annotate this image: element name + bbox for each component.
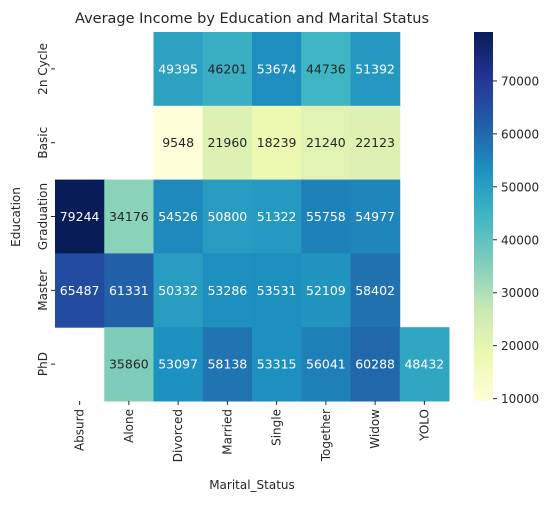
y-tick-label: 2n Cycle bbox=[36, 43, 50, 95]
colorbar bbox=[474, 32, 493, 401]
x-tick-label: Alone bbox=[122, 409, 136, 443]
cell-value-label: 22123 bbox=[355, 135, 395, 150]
x-tick-labels: Absurd Alone Divorced Married Single Together… bbox=[73, 401, 431, 462]
heatmap-cell bbox=[252, 253, 302, 328]
heatmap-cell bbox=[399, 327, 450, 402]
heatmap-cell bbox=[202, 327, 253, 402]
cell-value-label: 61331 bbox=[109, 283, 149, 298]
heatmap-cell bbox=[153, 179, 204, 254]
x-tick-label: YOLO bbox=[417, 409, 431, 442]
colorbar-tick-label: 20000 bbox=[501, 339, 539, 353]
colorbar-tick-label: 70000 bbox=[501, 74, 539, 88]
heatmap-cell bbox=[153, 327, 204, 402]
x-tick-label: Divorced bbox=[171, 409, 185, 462]
heatmap-cell bbox=[301, 105, 351, 181]
cell-value-label: 52109 bbox=[306, 283, 346, 298]
cell-value-label: 21240 bbox=[306, 135, 346, 150]
y-tick-label: Graduation bbox=[36, 183, 50, 250]
cell-value-label: 53674 bbox=[257, 61, 297, 76]
cell-value-label: 51322 bbox=[257, 209, 297, 224]
heatmap-cell bbox=[104, 179, 154, 254]
cell-value-label: 53531 bbox=[257, 283, 297, 298]
heatmap-cell bbox=[252, 179, 302, 254]
cell-value-label: 58402 bbox=[355, 283, 395, 298]
heatmap-cell bbox=[153, 253, 204, 328]
y-axis-label: Education bbox=[9, 187, 23, 247]
heatmap-cell bbox=[252, 32, 302, 107]
cell-value-label: 54977 bbox=[355, 209, 395, 224]
cell-value-label: 58138 bbox=[207, 357, 247, 372]
x-tick-label: Together bbox=[319, 409, 333, 462]
y-tick-label: Basic bbox=[36, 127, 50, 159]
heatmap-cell bbox=[350, 32, 401, 107]
heatmap-cell bbox=[301, 179, 351, 254]
cell-value-label: 53097 bbox=[158, 357, 198, 372]
heatmap-cell bbox=[350, 105, 401, 181]
cell-value-label: 60288 bbox=[355, 357, 395, 372]
y-tick-labels: 2n Cycle Basic Graduation Master PhD bbox=[36, 43, 55, 376]
heatmap-cell bbox=[55, 179, 105, 254]
heatmap-cell bbox=[202, 179, 253, 254]
heatmap-cell bbox=[104, 327, 154, 402]
cell-value-label: 55758 bbox=[306, 209, 346, 224]
heatmap-cell bbox=[350, 327, 401, 402]
cell-value-label: 51392 bbox=[355, 61, 395, 76]
cell-value-label: 65487 bbox=[60, 283, 100, 298]
cell-value-label: 48432 bbox=[404, 357, 444, 372]
cell-value-label: 53315 bbox=[257, 357, 297, 372]
colorbar-ticks: 10000 20000 30000 40000 50000 60000 70000 bbox=[493, 74, 539, 406]
heatmap-cell bbox=[350, 253, 401, 328]
x-tick-label: Single bbox=[270, 409, 284, 446]
heatmap-cell bbox=[252, 327, 302, 402]
heatmap-cell bbox=[301, 327, 351, 402]
heatmap-cells: 49395 46201 53674 44736 51392 9548 21960 18239 2… bbox=[55, 32, 450, 402]
colorbar-tick-label: 60000 bbox=[501, 127, 539, 141]
cell-value-label: 56041 bbox=[306, 357, 346, 372]
cell-value-label: 53286 bbox=[207, 283, 247, 298]
colorbar-tick-label: 50000 bbox=[501, 180, 539, 194]
cell-value-label: 46201 bbox=[207, 61, 247, 76]
chart-title: Average Income by Education and Marital … bbox=[75, 11, 429, 27]
colorbar-tick-label: 40000 bbox=[501, 233, 539, 247]
heatmap-cell bbox=[202, 253, 253, 328]
x-tick-label: Widow bbox=[368, 409, 382, 449]
cell-value-label: 50800 bbox=[207, 209, 247, 224]
heatmap-cell bbox=[301, 32, 351, 107]
x-tick-label: Absurd bbox=[73, 409, 87, 451]
heatmap-cell bbox=[202, 105, 253, 181]
heatmap-cell bbox=[301, 253, 351, 328]
heatmap-cell bbox=[252, 105, 302, 181]
cell-value-label: 34176 bbox=[109, 209, 149, 224]
cell-value-label: 79244 bbox=[60, 209, 100, 224]
heatmap-cell bbox=[55, 253, 105, 328]
y-tick-label: Master bbox=[36, 270, 50, 311]
cell-value-label: 35860 bbox=[109, 357, 149, 372]
colorbar-tick-label: 10000 bbox=[501, 392, 539, 406]
heatmap-cell bbox=[153, 32, 204, 107]
cell-value-label: 49395 bbox=[158, 61, 198, 76]
heatmap-cell bbox=[153, 105, 204, 181]
cell-value-label: 21960 bbox=[207, 135, 247, 150]
cell-value-label: 50332 bbox=[158, 283, 198, 298]
cell-value-label: 54526 bbox=[158, 209, 198, 224]
heatmap-cell bbox=[104, 253, 154, 328]
colorbar-tick-label: 30000 bbox=[501, 286, 539, 300]
heatmap-cell bbox=[350, 179, 401, 254]
cell-value-label: 18239 bbox=[257, 135, 297, 150]
cell-value-label: 9548 bbox=[162, 135, 194, 150]
x-tick-label: Married bbox=[220, 409, 234, 455]
heatmap-cell bbox=[202, 32, 253, 107]
x-axis-label: Marital_Status bbox=[209, 478, 295, 492]
y-tick-label: PhD bbox=[36, 352, 50, 376]
cell-value-label: 44736 bbox=[306, 61, 346, 76]
